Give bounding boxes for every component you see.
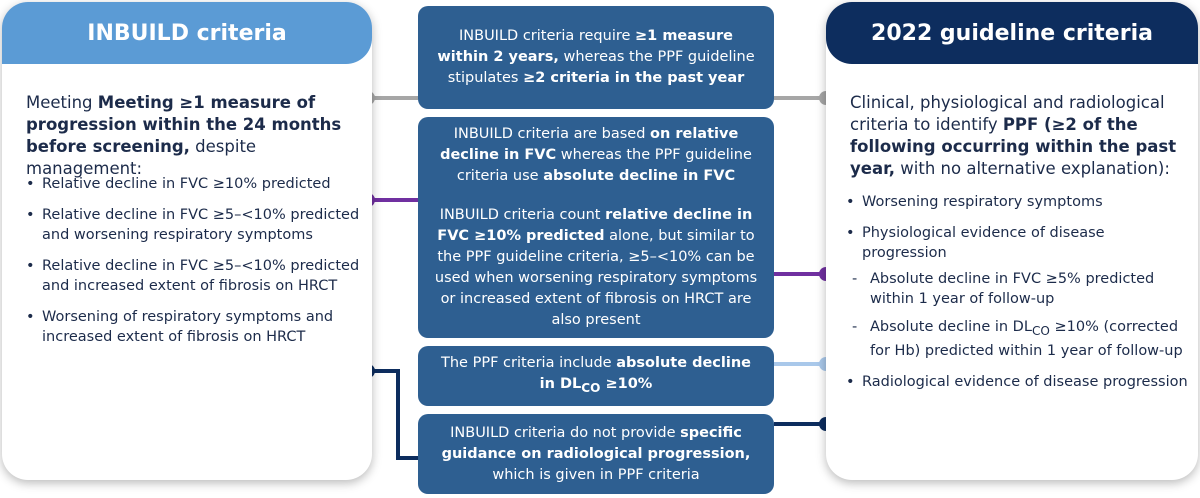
sub-list-item: Absolute decline in DLCO ≥10% (corrected… bbox=[848, 317, 1191, 361]
connector-light-blue bbox=[774, 357, 833, 371]
box1-text-b: whereas the PPF guideline stipulates bbox=[447, 49, 755, 86]
box2-text-b: whereas the PPF guideline criteria use bbox=[456, 147, 752, 184]
dlco-subscript: CO bbox=[1031, 323, 1050, 338]
list-item: Relative decline in FVC ≥10% predicted bbox=[26, 174, 361, 194]
box3-text-a: The PPF criteria include bbox=[441, 355, 617, 372]
box2-text-a: INBUILD criteria are based bbox=[453, 126, 651, 142]
inbuild-intro: Meeting Meeting ≥1 measure of progressio… bbox=[26, 93, 342, 178]
inbuild-intro-bold: Meeting ≥1 measure of progression within… bbox=[26, 93, 342, 156]
guideline-intro-c: with no alternative explanation): bbox=[895, 159, 1170, 178]
box2-bold-1: on relative decline in FVC bbox=[440, 126, 739, 163]
sub-list-item: Absolute decline in FVC ≥5% predicted wi… bbox=[848, 269, 1191, 309]
comparison-box-measures: INBUILD criteria require ≥1 measure with… bbox=[418, 6, 774, 109]
box2-bold-3: relative decline in FVC ≥10% predicted bbox=[437, 207, 753, 244]
guideline-intro: Clinical, physiological and radiological… bbox=[850, 92, 1190, 180]
guideline-intro-a: Clinical, physiological and radiological… bbox=[850, 93, 1165, 134]
inbuild-panel: INBUILD criteria Meeting Meeting ≥1 meas… bbox=[2, 2, 372, 480]
list-item: Worsening of respiratory symptoms and in… bbox=[26, 307, 361, 347]
box4-bold-1: specific guidance on radiological progre… bbox=[441, 424, 751, 462]
comparison-box-fvc: INBUILD criteria are based on relative d… bbox=[418, 117, 774, 338]
physiological-sub-list: Absolute decline in FVC ≥5% predicted wi… bbox=[852, 269, 1191, 361]
guideline-header: 2022 guideline criteria bbox=[826, 2, 1198, 64]
box3-bold-2: ≥10% bbox=[600, 376, 653, 393]
list-item: Physiological evidence of disease progre… bbox=[846, 223, 1191, 361]
dlco-rest: ≥10% (corrected for Hb) predicted within… bbox=[870, 319, 1183, 359]
physiological-label: Physiological evidence of disease progre… bbox=[862, 225, 1105, 261]
box3-subscript: CO bbox=[581, 380, 601, 395]
comparison-box-radiological: INBUILD criteria do not provide specific… bbox=[418, 414, 774, 494]
guideline-bullet-list: Worsening respiratory symptoms Physiolog… bbox=[846, 192, 1191, 403]
box2-bold-2: absolute decline in FVC bbox=[543, 168, 736, 184]
guideline-intro-bold: PPF (≥2 of the following occurring withi… bbox=[850, 115, 1177, 178]
box2-text-c: INBUILD criteria count bbox=[439, 207, 606, 223]
box1-text-a: INBUILD criteria require bbox=[459, 28, 636, 44]
box2-text-d: alone, but similar to the PPF guideline … bbox=[434, 228, 758, 328]
box3-bold-1: absolute decline in DL bbox=[539, 355, 751, 393]
inbuild-bullet-list: Relative decline in FVC ≥10% predicted R… bbox=[26, 174, 361, 358]
box4-text-b: which is given in PPF criteria bbox=[492, 466, 700, 483]
dlco-label: Absolute decline in DL bbox=[870, 319, 1032, 335]
guideline-panel: 2022 guideline criteria Clinical, physio… bbox=[826, 2, 1198, 480]
list-item: Relative decline in FVC ≥5–<10% predicte… bbox=[26, 205, 361, 245]
inbuild-header: INBUILD criteria bbox=[2, 2, 372, 64]
list-item: Worsening respiratory symptoms bbox=[846, 192, 1191, 212]
box4-text-a: INBUILD criteria do not provide bbox=[450, 424, 681, 441]
list-item: Radiological evidence of disease progres… bbox=[846, 372, 1191, 392]
box1-bold-2: ≥2 criteria in the past year bbox=[523, 70, 745, 86]
comparison-box-dlco: The PPF criteria include absolute declin… bbox=[418, 346, 774, 406]
box1-bold-1: ≥1 measure within 2 years, bbox=[437, 28, 733, 65]
list-item: Relative decline in FVC ≥5–<10% predicte… bbox=[26, 256, 361, 296]
